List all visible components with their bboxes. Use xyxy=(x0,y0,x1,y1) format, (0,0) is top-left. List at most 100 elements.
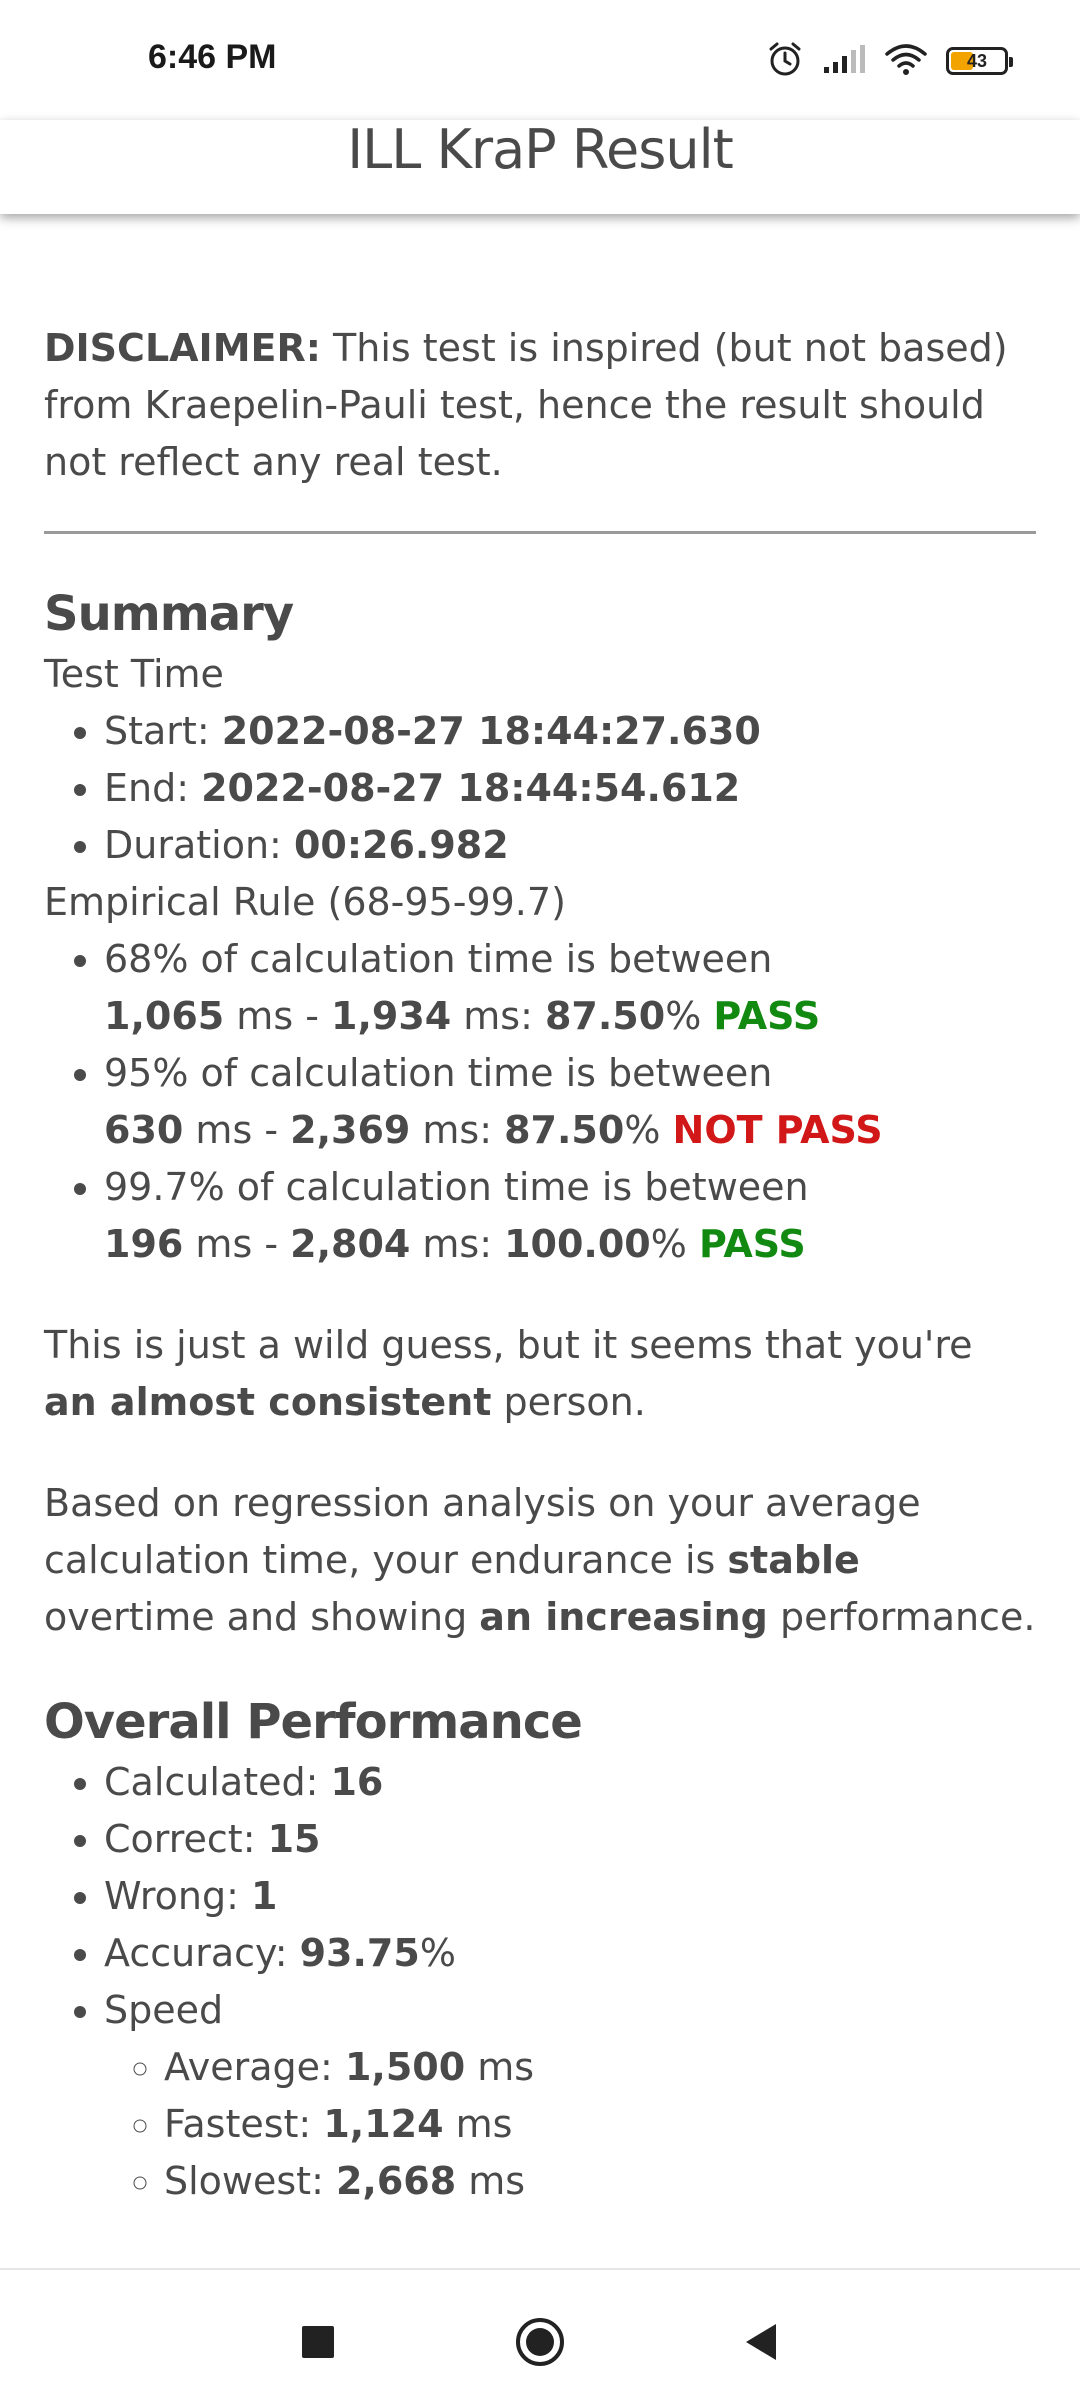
fastest-value: 1,124 xyxy=(323,2102,444,2146)
duration-value: 00:26.982 xyxy=(293,823,509,867)
rule-ms-colon: ms: xyxy=(410,1222,505,1266)
divider xyxy=(44,531,1036,534)
rule-result-pass: PASS xyxy=(713,994,821,1038)
guess-prefix: This is just a wild guess, but it seems … xyxy=(44,1323,973,1367)
end-label: End: xyxy=(104,766,202,810)
rule-result-pass: PASS xyxy=(698,1222,806,1266)
average-value: 1,500 xyxy=(344,2045,466,2089)
guess-bold: an almost consistent xyxy=(44,1380,492,1424)
rule-item: 95% of calculation time is between 630 m… xyxy=(104,1045,1036,1159)
rule-low: 196 xyxy=(104,1222,184,1266)
rule-item: 99.7% of calculation time is between 196… xyxy=(104,1159,1036,1273)
alarm-icon xyxy=(766,40,804,82)
speed-label: Speed xyxy=(104,1988,224,2032)
list-item-duration: Duration: 00:26.982 xyxy=(104,817,1036,874)
duration-label: Duration: xyxy=(104,823,294,867)
overall-performance-heading: Overall Performance xyxy=(44,1694,583,1750)
regression-suffix: performance. xyxy=(767,1595,1036,1639)
rule-high: 2,369 xyxy=(290,1108,411,1152)
correct-value: 15 xyxy=(267,1817,321,1861)
circle-icon xyxy=(516,2318,564,2366)
rule-percent: 100.00 xyxy=(504,1222,651,1266)
status-bar: 6:46 PM xyxy=(0,0,1080,120)
list-item-end: End: 2022-08-27 18:44:54.612 xyxy=(104,760,1036,817)
rule-item: 68% of calculation time is between 1,065… xyxy=(104,931,1036,1045)
rule-dash: - xyxy=(293,994,331,1038)
slowest-unit: ms xyxy=(468,2159,526,2203)
page-title: ILL KraP Result xyxy=(347,118,734,181)
list-item-slowest: Slowest: 2,668 ms xyxy=(164,2153,1036,2210)
summary-heading: Summary xyxy=(44,586,294,642)
home-button[interactable] xyxy=(512,2314,568,2370)
status-icons: 43 xyxy=(766,40,1013,82)
regression-bold-stable: stable xyxy=(727,1538,860,1582)
battery-level: 43 xyxy=(966,51,988,71)
overall-performance-list: Calculated: 16 Correct: 15 Wrong: 1 Accu… xyxy=(44,1754,1036,2210)
speed-list: Average: 1,500 ms Fastest: 1,124 ms Slow… xyxy=(104,2039,1036,2210)
average-label: Average: xyxy=(164,2045,345,2089)
rule-high: 1,934 xyxy=(331,994,452,1038)
rule-low: 1,065 xyxy=(104,994,225,1038)
battery-icon: 43 xyxy=(946,47,1013,75)
disclaimer-label: DISCLAIMER: xyxy=(44,326,321,370)
slowest-value: 2,668 xyxy=(335,2159,457,2203)
correct-label: Correct: xyxy=(104,1817,268,1861)
empirical-rule-label: Empirical Rule (68-95-99.7) xyxy=(44,880,566,924)
end-value: 2022-08-27 18:44:54.612 xyxy=(201,766,741,810)
slowest-label: Slowest: xyxy=(164,2159,336,2203)
accuracy-percent-sign: % xyxy=(419,1931,456,1975)
disclaimer-text: This test is inspired (but not based) fr… xyxy=(44,326,1008,484)
back-triangle-icon xyxy=(746,2324,776,2360)
empirical-rule-list: 68% of calculation time is between 1,065… xyxy=(44,931,1036,1273)
rule-result-fail: NOT PASS xyxy=(672,1108,883,1152)
result-content: DISCLAIMER: This test is inspired (but n… xyxy=(44,320,1036,2210)
rule-percent-sign: % xyxy=(624,1108,661,1152)
rule-percent-sign: % xyxy=(650,1222,687,1266)
recents-button[interactable] xyxy=(290,2314,346,2370)
rule-low: 630 xyxy=(104,1108,184,1152)
list-item-wrong: Wrong: 1 xyxy=(104,1868,1036,1925)
regression-prefix: Based on regression analysis on your ave… xyxy=(44,1481,921,1582)
status-time: 6:46 PM xyxy=(148,38,277,76)
rule-percent: 87.50 xyxy=(504,1108,625,1152)
wrong-label: Wrong: xyxy=(104,1874,251,1918)
test-time-list: Start: 2022-08-27 18:44:27.630 End: 2022… xyxy=(44,703,1036,874)
start-value: 2022-08-27 18:44:27.630 xyxy=(221,709,761,753)
regression-bold-increasing: an increasing xyxy=(479,1595,768,1639)
regression-middle: overtime and showing xyxy=(44,1595,480,1639)
rule-dash: - xyxy=(252,1222,291,1266)
rule-percent: 87.50 xyxy=(544,994,666,1038)
rule-high: 2,804 xyxy=(290,1222,411,1266)
rule-ms-colon: ms: xyxy=(451,994,545,1038)
battery-fill xyxy=(951,52,973,70)
list-item-fastest: Fastest: 1,124 ms xyxy=(164,2096,1036,2153)
calculated-label: Calculated: xyxy=(104,1760,331,1804)
wifi-icon xyxy=(884,42,928,80)
square-icon xyxy=(302,2326,334,2358)
list-item-accuracy: Accuracy: 93.75% xyxy=(104,1925,1036,1982)
list-item-correct: Correct: 15 xyxy=(104,1811,1036,1868)
signal-icon xyxy=(822,43,866,79)
rule-unit: ms xyxy=(195,1108,253,1152)
disclaimer: DISCLAIMER: This test is inspired (but n… xyxy=(44,320,1036,491)
system-nav-bar xyxy=(0,2268,1080,2402)
back-button[interactable] xyxy=(734,2314,790,2370)
app-header: ILL KraP Result xyxy=(0,120,1080,214)
rule-text: 99.7% of calculation time is between xyxy=(104,1165,809,1209)
list-item-speed: Speed Average: 1,500 ms Fastest: 1,124 m… xyxy=(104,1982,1036,2210)
rule-unit: ms xyxy=(236,994,294,1038)
accuracy-label: Accuracy: xyxy=(104,1931,300,1975)
rule-unit: ms xyxy=(195,1222,253,1266)
list-item-calculated: Calculated: 16 xyxy=(104,1754,1036,1811)
rule-ms-colon: ms: xyxy=(410,1108,505,1152)
test-time-label: Test Time xyxy=(44,652,224,696)
accuracy-value: 93.75 xyxy=(299,1931,420,1975)
list-item-average: Average: 1,500 ms xyxy=(164,2039,1036,2096)
consistency-guess: This is just a wild guess, but it seems … xyxy=(44,1317,1036,1431)
fastest-label: Fastest: xyxy=(164,2102,324,2146)
rule-text: 68% of calculation time is between xyxy=(104,937,773,981)
start-label: Start: xyxy=(104,709,222,753)
wrong-value: 1 xyxy=(251,1874,278,1918)
rule-text: 95% of calculation time is between xyxy=(104,1051,773,1095)
average-unit: ms xyxy=(477,2045,535,2089)
